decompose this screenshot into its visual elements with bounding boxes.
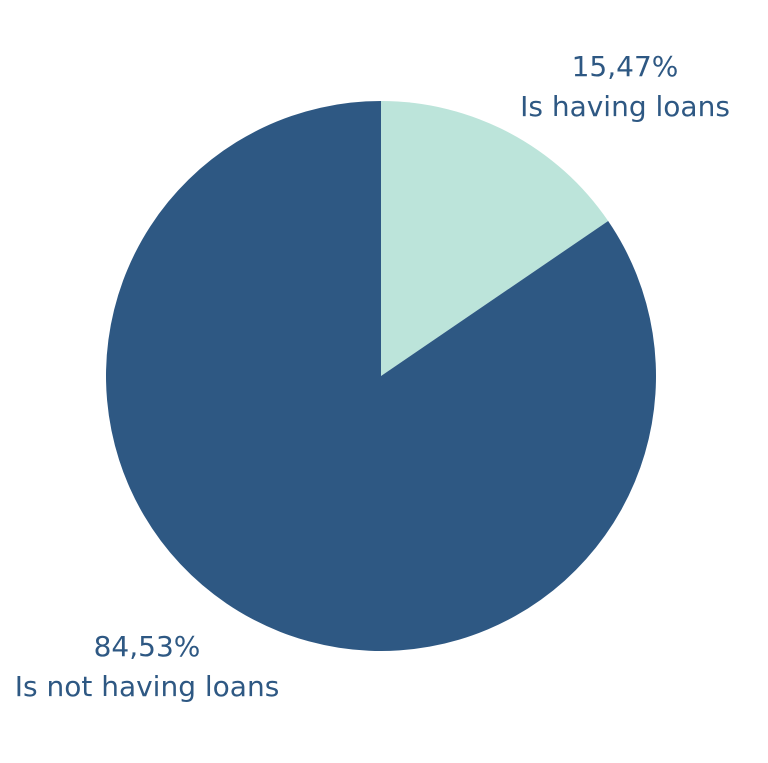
- pie-slice-is-having-loans: [381, 101, 609, 376]
- pie-slice-is-not-having-loans: [106, 101, 657, 651]
- slice-label-not-having-loans: 84,53% Is not having loans: [2, 627, 292, 707]
- slice-name-not-having-loans: Is not having loans: [14, 670, 280, 703]
- slice-percent-having-loans: 15,47%: [571, 50, 679, 83]
- slice-percent-not-having-loans: 84,53%: [93, 630, 201, 663]
- slice-name-having-loans: Is having loans: [520, 90, 730, 123]
- slice-label-having-loans: 15,47% Is having loans: [510, 47, 740, 127]
